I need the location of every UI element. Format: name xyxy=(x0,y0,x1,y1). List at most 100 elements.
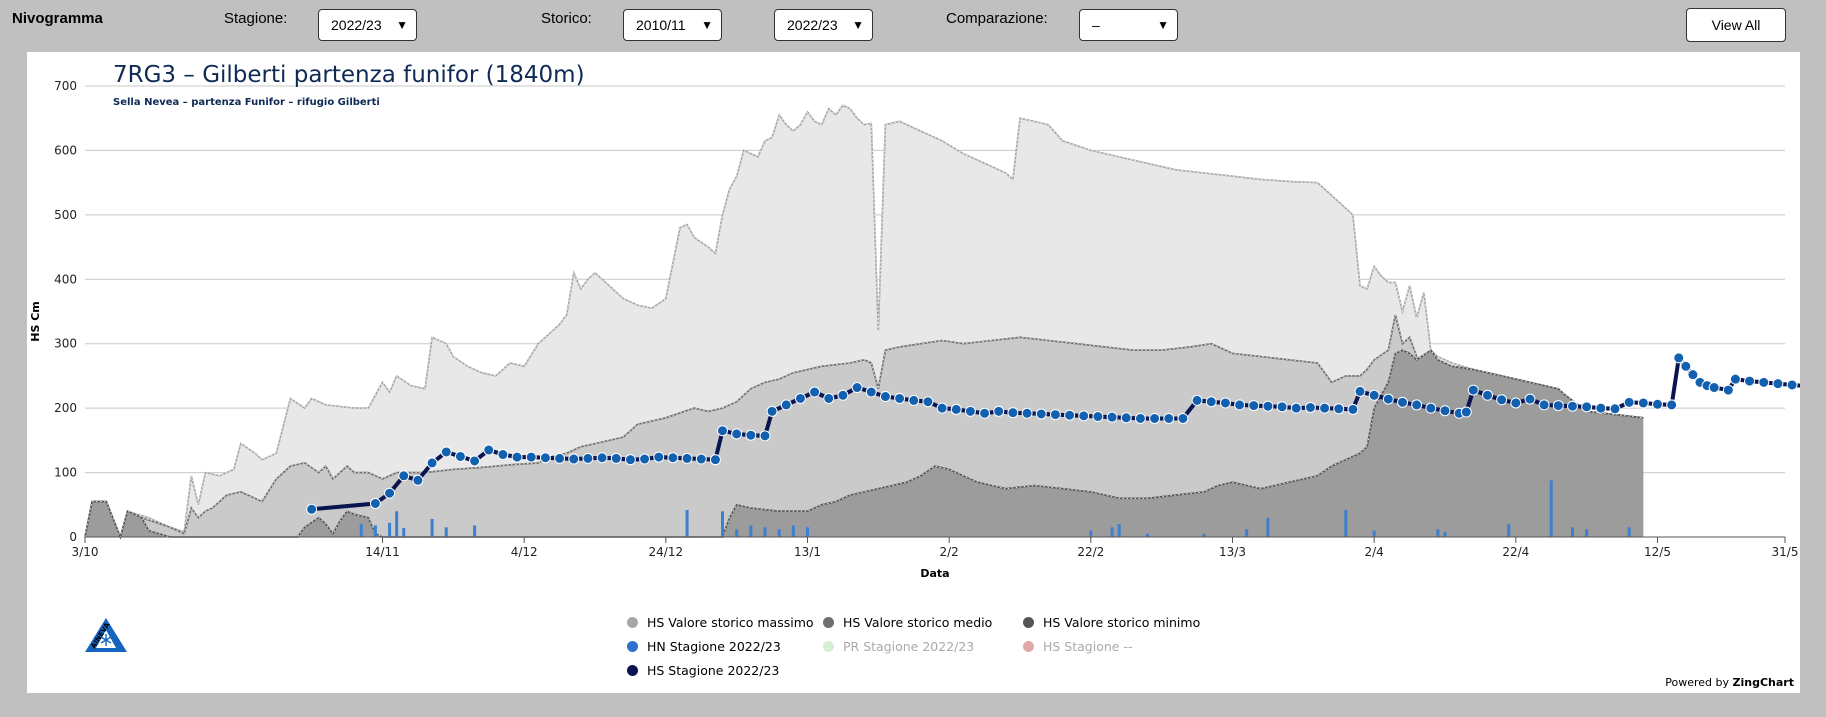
hs-season-point xyxy=(1552,400,1564,412)
hs-season-point xyxy=(1149,412,1161,424)
hn-bar xyxy=(1507,524,1511,537)
hs-season-point xyxy=(596,452,608,464)
hn-bar xyxy=(1117,524,1121,537)
hs-season-point xyxy=(1347,403,1359,415)
hs-season-point xyxy=(745,429,757,441)
hs-season-point xyxy=(1496,394,1508,406)
hs-season-point xyxy=(1460,406,1472,418)
hn-bar xyxy=(359,524,363,537)
hs-season-point xyxy=(780,399,792,411)
comparison-select[interactable]: – ▼ xyxy=(1079,9,1178,41)
hs-season-point xyxy=(497,449,509,461)
legend-dot-icon xyxy=(1023,617,1034,628)
hs-season-point xyxy=(1609,403,1621,415)
powered-brand: ZingChart xyxy=(1732,676,1794,689)
y-tick-label: 400 xyxy=(54,272,77,286)
legend-item-max[interactable]: HS Valore storico massimo xyxy=(627,615,814,630)
legend-item-min[interactable]: HS Valore storico minimo xyxy=(1023,615,1200,630)
hn-bar xyxy=(777,529,781,537)
history-from-select[interactable]: 2010/11 ▼ xyxy=(623,9,722,41)
hs-season-point xyxy=(1687,369,1699,381)
season-select[interactable]: 2022/23 ▼ xyxy=(318,9,417,41)
hs-season-point xyxy=(1382,393,1394,405)
legend-item-hs-compare[interactable]: HS Stagione -- xyxy=(1023,639,1132,654)
hs-season-point xyxy=(1219,397,1231,409)
legend-label: HS Valore storico medio xyxy=(843,615,993,630)
hs-season-point xyxy=(1567,400,1578,412)
hn-bar xyxy=(1627,527,1631,537)
nivogram-chart: 0 100 200 300 400 500 600 700 3/10 14/11 4/12 24/12… xyxy=(29,79,1800,580)
hs-season-point xyxy=(483,444,495,456)
line-hs-valore-storico-massimo xyxy=(84,104,1644,540)
hs-season-point xyxy=(1467,384,1479,396)
season-select-value: 2022/23 xyxy=(331,17,382,33)
hs-season-point xyxy=(1248,400,1260,412)
x-tick-label: 31/5 xyxy=(1772,545,1799,559)
hs-season-point xyxy=(794,392,806,404)
hs-season-point xyxy=(837,389,849,401)
hs-season-point xyxy=(922,396,934,408)
hs-season-point xyxy=(759,430,771,442)
legend-item-hs-season[interactable]: HS Stagione 2022/23 xyxy=(627,663,779,678)
hs-season-point xyxy=(851,382,863,394)
hs-season-point xyxy=(1007,407,1019,419)
hn-bar xyxy=(1344,509,1348,537)
legend-item-pr-season[interactable]: PR Stagione 2022/23 xyxy=(823,639,974,654)
hs-season-point xyxy=(1744,375,1756,387)
hn-bar xyxy=(1202,533,1206,537)
hs-season-point xyxy=(993,405,1005,417)
hs-season-point xyxy=(979,407,991,419)
x-tick-label: 22/4 xyxy=(1502,545,1529,559)
powered-prefix: Powered by xyxy=(1665,676,1733,689)
x-tick-label: 3/10 xyxy=(72,545,99,559)
hs-season-point xyxy=(568,453,580,465)
comparison-label: Comparazione: xyxy=(946,10,1048,27)
legend-item-hn-season[interactable]: HN Stagione 2022/23 xyxy=(627,639,781,654)
hs-season-point xyxy=(1290,402,1302,414)
x-tick-label: 13/1 xyxy=(794,545,821,559)
hs-season-point xyxy=(1177,412,1189,424)
hn-bar xyxy=(388,522,392,537)
hs-season-point xyxy=(525,451,537,463)
line-highlight xyxy=(84,314,1644,539)
hs-season-point xyxy=(412,474,424,486)
x-tick-label: 12/5 xyxy=(1644,545,1671,559)
hs-season-point xyxy=(454,450,466,462)
chart-panel: 0 100 200 300 400 500 600 700 3/10 14/11 4/12 24/12… xyxy=(27,52,1800,693)
history-label: Storico: xyxy=(541,10,592,27)
hs-season-point xyxy=(1482,389,1493,401)
hs-season-point xyxy=(964,405,976,417)
hn-bar xyxy=(1436,529,1440,537)
view-all-button[interactable]: View All xyxy=(1686,8,1786,42)
area-hs-valore-storico-medio xyxy=(85,314,1644,537)
history-to-select[interactable]: 2022/23 ▼ xyxy=(774,9,873,41)
hs-season-point xyxy=(1205,396,1217,408)
legend-dot-icon xyxy=(627,641,638,652)
app-title: Nivogramma xyxy=(12,10,103,27)
hn-bar xyxy=(791,525,795,537)
hs-season-point xyxy=(384,487,396,499)
hs-season-point xyxy=(582,452,594,464)
legend-item-avg[interactable]: HS Valore storico medio xyxy=(823,615,992,630)
x-tick-label: 2/4 xyxy=(1365,545,1384,559)
hn-bar xyxy=(444,527,448,537)
chevron-down-icon: ▼ xyxy=(701,18,713,32)
hs-season-point xyxy=(731,428,743,440)
hs-season-point xyxy=(1191,394,1203,406)
history-from-value: 2010/11 xyxy=(636,17,686,33)
y-tick-label: 100 xyxy=(54,466,77,480)
hs-season-point xyxy=(667,452,679,464)
y-tick-label: 300 xyxy=(54,337,77,351)
hs-season-point xyxy=(1064,409,1076,421)
area-hs-valore-storico-minimo xyxy=(85,350,1644,537)
x-tick-label: 14/11 xyxy=(365,545,400,559)
hs-season-point xyxy=(1623,396,1635,408)
hn-bar xyxy=(735,529,739,537)
hs-season-point xyxy=(1425,402,1437,414)
hs-season-point xyxy=(1262,400,1274,412)
chart-subtitle: Sella Nevea – partenza Funifor – rifugio… xyxy=(113,97,380,108)
history-to-value: 2022/23 xyxy=(787,17,838,33)
hs-season-point xyxy=(908,394,920,406)
hn-bar xyxy=(1585,529,1589,537)
hs-season-point xyxy=(398,470,410,482)
